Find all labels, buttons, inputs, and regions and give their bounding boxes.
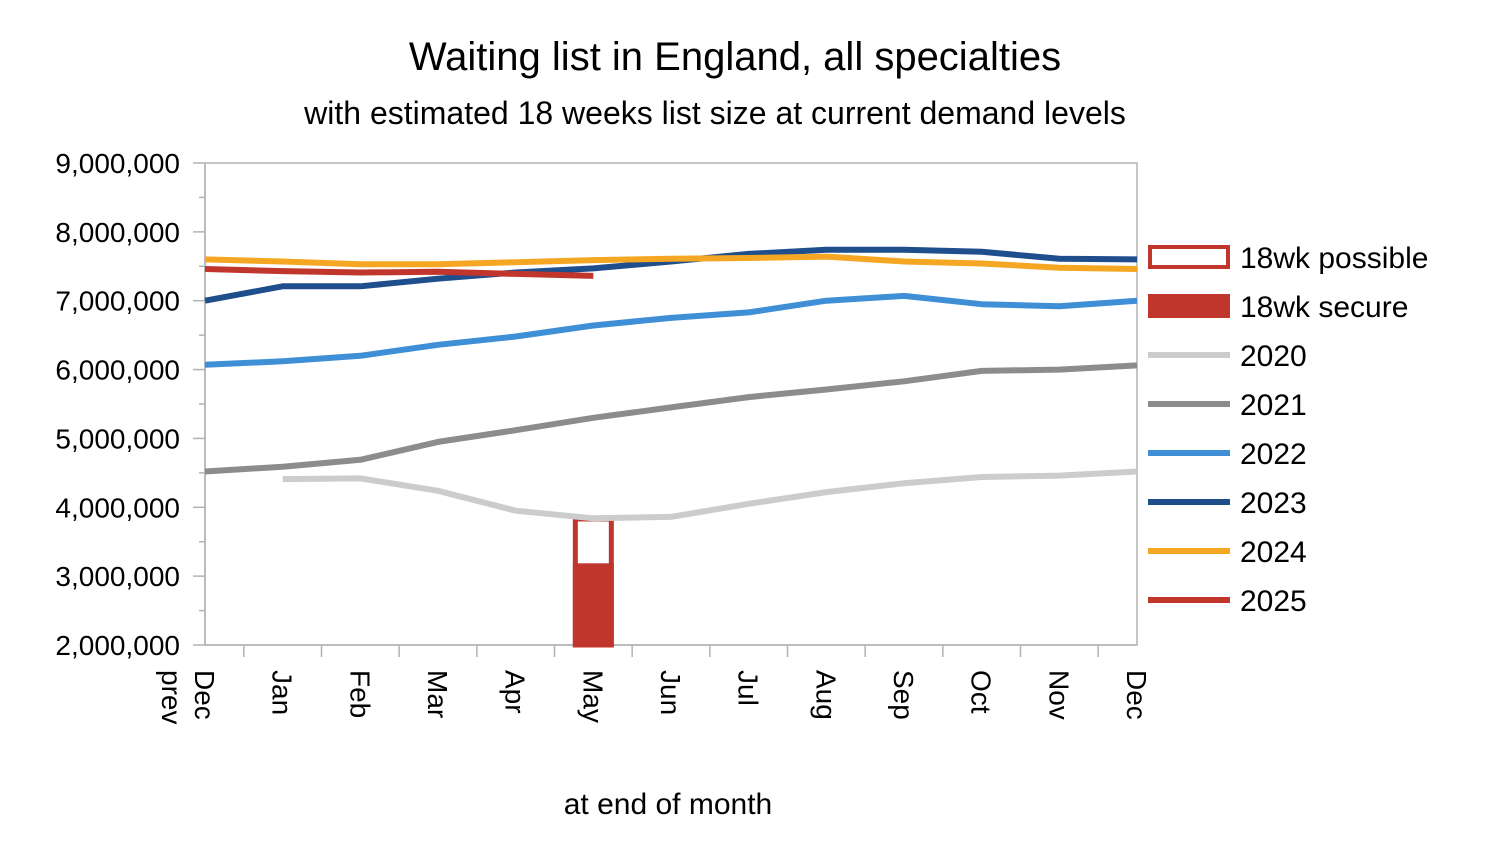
series-line-2025 [204, 266, 594, 279]
x-tick-label: Jul [733, 670, 764, 706]
x-tick-label: Jan [267, 670, 298, 715]
y-tick-label: 8,000,000 [55, 217, 180, 248]
y-tick-label: 6,000,000 [55, 355, 180, 386]
x-tick-label: May [577, 670, 608, 723]
x-tick-label: Feb [344, 670, 375, 718]
x-tick-label: Mar [422, 670, 453, 718]
series-line-2022 [204, 292, 1138, 368]
legend-item: 18wk secure [1148, 291, 1408, 324]
x-tick-label: Nov [1043, 670, 1074, 720]
legend-label: 2025 [1240, 585, 1307, 618]
legend-label: 2021 [1240, 389, 1307, 422]
series-lines [204, 246, 1138, 522]
legend-item: 18wk possible [1148, 242, 1428, 275]
legend-label: 2020 [1240, 340, 1307, 373]
y-tick-label: 3,000,000 [55, 561, 180, 592]
legend: 18wk possible 18wk secure 2020 2021 2022 2023… [1148, 242, 1428, 618]
legend-label: 2022 [1240, 438, 1307, 471]
chart-subtitle: with estimated 18 weeks list size at cur… [303, 95, 1126, 131]
legend-item: 2020 [1148, 340, 1307, 373]
x-tick-label: Jun [655, 670, 686, 715]
x-tick-label: Oct [966, 670, 997, 714]
x-tick-label: Dec [1121, 670, 1152, 720]
series-line-2020 [282, 468, 1138, 522]
y-tick-label: 4,000,000 [55, 492, 180, 523]
chart-title: Waiting list in England, all specialties [409, 35, 1061, 79]
x-tick-label: Sep [888, 670, 919, 720]
y-tick-label: 9,000,000 [55, 148, 180, 179]
legend-swatch [1148, 294, 1230, 318]
legend-item: 2024 [1148, 536, 1307, 569]
plot-area-border [204, 162, 1138, 646]
y-tick-label: 7,000,000 [55, 286, 180, 317]
bar-18wk-secure [572, 563, 614, 648]
series-line-2024 [204, 253, 1138, 272]
legend-item: 2021 [1148, 389, 1307, 422]
legend-label: 18wk possible [1240, 242, 1428, 275]
legend-label: 2023 [1240, 487, 1307, 520]
legend-item: 2022 [1148, 438, 1307, 471]
legend-item: 2025 [1148, 585, 1307, 618]
bars [572, 516, 614, 648]
legend-label: 18wk secure [1240, 291, 1408, 324]
y-tick-label: 5,000,000 [55, 423, 180, 454]
legend-item: 2023 [1148, 487, 1307, 520]
series-line-2021 [204, 362, 1138, 475]
x-tick-label: Apr [500, 670, 531, 714]
x-axis-label: at end of month [564, 788, 772, 821]
axes: 2,000,000 3,000,000 4,000,000 5,000,000 6,00… [55, 148, 1152, 724]
legend-swatch [1148, 245, 1230, 269]
y-tick-label: 2,000,000 [55, 630, 180, 661]
legend-label: 2024 [1240, 536, 1307, 569]
x-tick-label: Aug [810, 670, 841, 720]
x-tick-label: Decprev [156, 670, 220, 724]
